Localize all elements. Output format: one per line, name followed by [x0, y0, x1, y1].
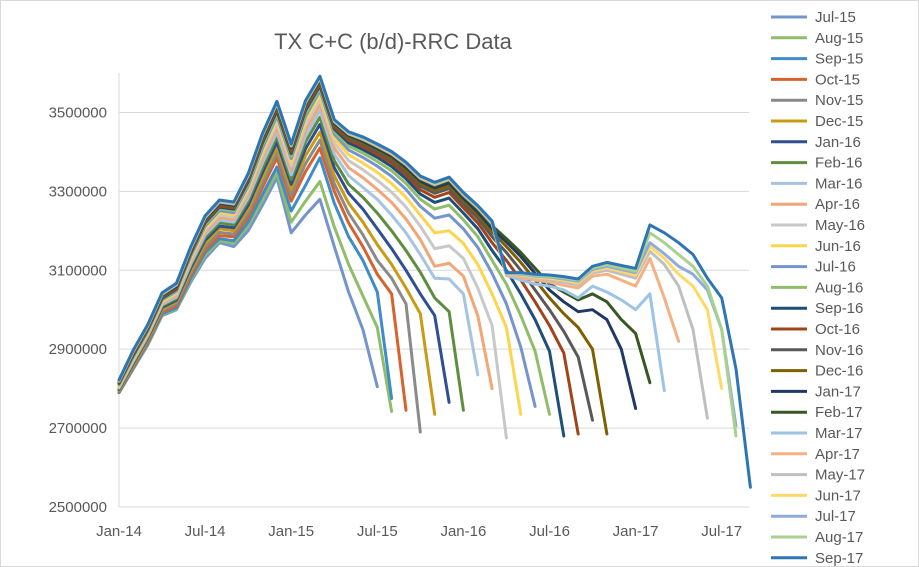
y-tick-label: 2700000 [49, 420, 107, 437]
legend-label: Nov-16 [815, 342, 863, 359]
x-tick-label: Jul-14 [185, 523, 226, 540]
axes: 2500000 2700000 2900000 3100000 3300000 35000… [49, 73, 742, 540]
legend-label: Jul-17 [815, 508, 856, 525]
gridlines [119, 111, 749, 508]
legend-label: Jul-16 [815, 259, 856, 276]
series-line-oct-15 [117, 146, 408, 412]
legend-label: May-17 [815, 467, 865, 484]
legend-label: Sep-16 [815, 300, 863, 317]
legend-label: Sep-17 [815, 550, 863, 566]
legend-label: Aug-15 [815, 30, 863, 47]
series-line-nov-15 [117, 138, 422, 434]
series-line-sep-17 [117, 74, 752, 489]
chart-title: TX C+C (b/d)-RRC Data [274, 29, 513, 54]
y-tick-label: 2900000 [49, 341, 107, 358]
legend-label: Feb-17 [815, 404, 863, 421]
x-tick-label: Jul-17 [701, 523, 742, 540]
y-tick-label: 3500000 [49, 104, 107, 121]
legend-label: Dec-15 [815, 113, 863, 130]
legend-label: Oct-16 [815, 321, 860, 338]
x-tick-label: Jan-17 [613, 523, 659, 540]
x-tick-label: Jul-16 [529, 523, 570, 540]
legend-label: Dec-16 [815, 363, 863, 380]
legend-label: Sep-15 [815, 51, 863, 68]
x-tick-label: Jan-14 [96, 523, 142, 540]
series-line-sep-15 [117, 156, 394, 400]
legend-label: Jul-15 [815, 9, 856, 26]
legend-label: Jun-17 [815, 487, 861, 504]
legend-label: May-16 [815, 217, 865, 234]
x-tick-label: Jul-15 [357, 523, 398, 540]
legend-label: Aug-17 [815, 529, 863, 546]
y-tick-label: 3300000 [49, 183, 107, 200]
legend-label: Apr-16 [815, 196, 860, 213]
series-lines [117, 74, 752, 489]
legend-label: Aug-16 [815, 279, 863, 296]
legend-label: Nov-15 [815, 92, 863, 109]
x-tick-label: Jan-16 [440, 523, 486, 540]
legend: Jul-15 Aug-15 Sep-15 Oct-15 Nov-15 Dec-15 Jan-… [771, 9, 865, 566]
y-tick-label: 3100000 [49, 262, 107, 279]
legend-label: Jun-16 [815, 238, 861, 255]
legend-label: Jan-16 [815, 134, 861, 151]
legend-label: Jan-17 [815, 383, 861, 400]
legend-label: Feb-16 [815, 155, 863, 172]
legend-label: Mar-16 [815, 175, 863, 192]
legend-label: Apr-17 [815, 446, 860, 463]
legend-label: Mar-17 [815, 425, 863, 442]
x-tick-label: Jan-15 [268, 523, 314, 540]
y-tick-label: 2500000 [49, 499, 107, 516]
legend-label: Oct-15 [815, 71, 860, 88]
